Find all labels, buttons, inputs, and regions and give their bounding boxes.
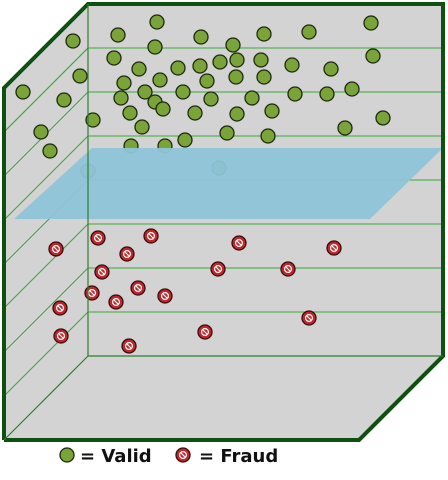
box-edges	[2, 2, 445, 442]
valid-point-5	[301, 24, 317, 40]
valid-point-46	[337, 120, 353, 136]
valid-point-45	[375, 110, 391, 126]
valid-point-36	[33, 124, 49, 140]
valid-point-6	[363, 15, 379, 31]
decision-plane	[14, 148, 443, 219]
valid-point-8	[56, 92, 72, 108]
grid-line-left-2	[3, 135, 89, 221]
valid-point-28	[199, 73, 215, 89]
legend-valid-marker	[59, 447, 75, 463]
box-floor-diagonal-edge	[3, 355, 89, 441]
valid-point-40	[134, 119, 150, 135]
valid-point-7	[15, 84, 31, 100]
fraud-point-16	[197, 324, 213, 340]
valid-point-39	[122, 105, 138, 121]
valid-point-34	[319, 86, 335, 102]
fraud-point-12	[108, 294, 124, 310]
box-inner-edges	[3, 4, 443, 441]
valid-point-35	[344, 81, 360, 97]
valid-point-12	[225, 37, 241, 53]
valid-point-9	[72, 68, 88, 84]
fraud-point-8	[280, 261, 296, 277]
grid-line-left-extra	[3, 47, 89, 133]
valid-point-18	[212, 54, 228, 70]
fraud-point-14	[301, 310, 317, 326]
fraud-point-10	[130, 280, 146, 296]
fraud-point-3	[119, 246, 135, 262]
valid-point-27	[175, 84, 191, 100]
box-floor	[4, 356, 443, 440]
valid-point-15	[152, 72, 168, 88]
box-outer-edge	[2, 2, 445, 442]
valid-point-14	[131, 61, 147, 77]
valid-point-20	[253, 52, 269, 68]
valid-point-30	[256, 69, 272, 85]
valid-point-23	[365, 48, 381, 64]
fraud-point-15	[53, 328, 69, 344]
fraud-points	[48, 228, 342, 354]
valid-point-3	[193, 29, 209, 45]
grid-line-left-4	[3, 223, 89, 309]
valid-point-10	[106, 50, 122, 66]
valid-point-21	[284, 57, 300, 73]
valid-point-32	[244, 90, 260, 106]
valid-point-50	[219, 125, 235, 141]
fraud-point-2	[143, 228, 159, 244]
valid-point-13	[116, 75, 132, 91]
valid-point-0	[65, 33, 81, 49]
valid-point-44	[264, 103, 280, 119]
valid-point-2	[149, 14, 165, 30]
valid-point-19	[229, 52, 245, 68]
valid-point-29	[228, 69, 244, 85]
valid-point-31	[203, 91, 219, 107]
valid-point-49	[177, 132, 193, 148]
grid-line-left-5	[3, 267, 89, 353]
valid-point-24	[113, 90, 129, 106]
legend: = Valid = Fraud	[59, 446, 278, 467]
valid-point-37	[42, 143, 58, 159]
fraud-point-13	[52, 300, 68, 316]
fraud-point-1	[90, 230, 106, 246]
valid-point-4	[256, 26, 272, 42]
fraud-point-0	[48, 241, 64, 257]
valid-point-43	[229, 106, 245, 122]
fraud-point-6	[94, 264, 110, 280]
legend-fraud-label: = Fraud	[199, 446, 278, 467]
valid-point-11	[147, 39, 163, 55]
valid-point-17	[192, 58, 208, 74]
valid-point-51	[260, 128, 276, 144]
fraud-point-5	[326, 240, 342, 256]
valid-point-33	[287, 86, 303, 102]
fraud-point-11	[157, 288, 173, 304]
fraud-point-9	[84, 285, 100, 301]
legend-fraud-marker	[175, 447, 191, 463]
fraud-point-7	[210, 261, 226, 277]
valid-point-22	[323, 61, 339, 77]
valid-point-16	[170, 60, 186, 76]
fraud-point-17	[121, 338, 137, 354]
valid-point-25	[137, 84, 153, 100]
valid-point-41	[155, 101, 171, 117]
grid-line-left-6	[3, 311, 89, 397]
valid-point-42	[187, 105, 203, 121]
fraud-point-4	[231, 235, 247, 251]
legend-valid-label: = Valid	[80, 446, 152, 467]
valid-point-38	[85, 112, 101, 128]
valid-point-1	[110, 27, 126, 43]
